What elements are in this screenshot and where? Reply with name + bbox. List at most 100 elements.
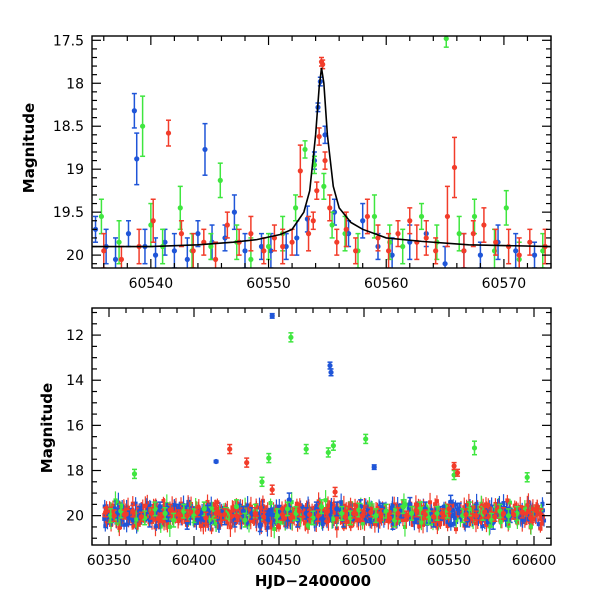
data-point: [148, 510, 155, 516]
data-point: [258, 243, 265, 250]
baseline-point: [301, 515, 306, 520]
baseline-point: [496, 514, 501, 519]
baseline-point: [140, 503, 145, 508]
baseline-point: [393, 507, 398, 512]
data-point: [442, 261, 448, 267]
baseline-point: [104, 519, 109, 524]
baseline-point: [493, 501, 498, 506]
data-point: [325, 449, 331, 456]
data-point: [103, 509, 109, 515]
data-point: [208, 243, 214, 250]
data-point: [463, 511, 469, 518]
baseline-point: [322, 513, 327, 518]
data-point: [389, 252, 395, 258]
baseline-point: [530, 507, 535, 512]
baseline-point: [158, 524, 163, 529]
baseline-point: [508, 500, 513, 505]
baseline-point: [124, 522, 129, 527]
baseline-point: [367, 502, 372, 507]
data-point: [152, 252, 159, 258]
baseline-point: [269, 510, 274, 515]
data-point: [190, 248, 196, 254]
data-point: [540, 248, 546, 254]
data-point: [456, 231, 462, 237]
data-point: [217, 177, 223, 183]
baseline-point: [453, 502, 458, 507]
baseline-point: [310, 506, 315, 511]
baseline-point: [162, 518, 167, 523]
data-point: [481, 222, 487, 228]
data-point: [407, 501, 413, 507]
baseline-point: [136, 522, 141, 527]
data-point: [423, 235, 429, 241]
data-point: [162, 510, 168, 516]
baseline-point: [473, 521, 478, 526]
top-y-tick-label: 19: [66, 162, 84, 178]
baseline-point: [190, 510, 195, 515]
data-point: [527, 239, 533, 245]
data-point: [178, 231, 185, 237]
data-point: [328, 369, 334, 375]
bottom-x-tick-label: 60400: [172, 553, 217, 569]
data-point: [296, 508, 302, 514]
top-panel: Magnitude 60540 60550 60560 60570 17.5 18 18.5…: [20, 33, 552, 292]
bottom-y-axis-label: Magnitude: [38, 383, 56, 473]
baseline-point: [528, 524, 533, 529]
baseline-point: [320, 507, 325, 512]
data-point: [378, 511, 384, 518]
baseline-point: [265, 525, 270, 530]
data-point: [233, 513, 240, 519]
baseline-point: [248, 518, 253, 523]
baseline-point: [428, 510, 433, 515]
top-y-tick-label: 18: [66, 76, 84, 92]
baseline-point: [144, 506, 149, 511]
data-point: [222, 511, 228, 518]
top-y-tick-label: 20: [66, 248, 84, 264]
baseline-point: [209, 515, 214, 520]
data-point: [177, 205, 183, 211]
baseline-point: [138, 520, 143, 525]
baseline-point: [205, 499, 210, 504]
data-point: [403, 513, 410, 519]
data-point: [289, 239, 295, 245]
data-point: [203, 515, 209, 521]
baseline-point: [428, 500, 433, 505]
baseline-point: [179, 501, 184, 506]
bottom-plot-area: [102, 312, 547, 539]
baseline-point: [339, 500, 344, 505]
baseline-point: [225, 508, 230, 513]
data-point: [439, 510, 445, 516]
baseline-point: [229, 509, 234, 514]
baseline-point: [134, 517, 139, 522]
data-point: [451, 463, 457, 469]
baseline-point: [285, 517, 290, 522]
data-point: [363, 436, 369, 442]
data-point: [471, 445, 478, 451]
baseline-point: [102, 516, 107, 521]
baseline-point: [422, 515, 427, 520]
data-point: [157, 504, 163, 510]
data-point: [248, 231, 254, 237]
data-point: [330, 443, 336, 449]
baseline-point: [122, 522, 127, 527]
baseline-point: [196, 504, 201, 509]
baseline-point: [176, 519, 181, 524]
baseline-point: [539, 521, 544, 526]
baseline-point: [538, 526, 543, 531]
data-point: [364, 213, 370, 220]
data-point: [274, 513, 280, 519]
baseline-point: [479, 516, 484, 521]
baseline-point: [389, 505, 394, 510]
data-point: [138, 514, 144, 520]
data-point: [324, 509, 330, 515]
data-point: [202, 146, 208, 153]
baseline-point: [436, 507, 441, 512]
baseline-point: [484, 506, 489, 511]
baseline-point: [374, 518, 379, 523]
baseline-point: [485, 519, 490, 524]
data-point: [373, 513, 379, 519]
baseline-point: [268, 520, 273, 525]
baseline-point: [200, 510, 205, 515]
baseline-point: [171, 508, 176, 513]
baseline-point: [396, 518, 401, 523]
